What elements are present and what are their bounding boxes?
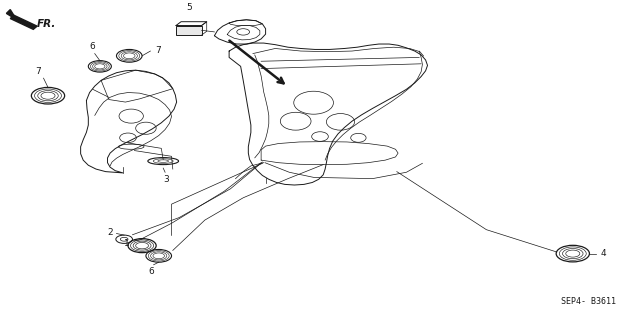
- FancyBboxPatch shape: [176, 26, 202, 35]
- Text: SEP4- B3611: SEP4- B3611: [561, 297, 616, 306]
- Polygon shape: [10, 15, 37, 29]
- Text: 3: 3: [164, 175, 169, 184]
- Text: 2: 2: [108, 228, 113, 237]
- Text: 1: 1: [124, 239, 129, 248]
- Text: FR.: FR.: [37, 19, 56, 29]
- Text: 5: 5: [186, 3, 191, 12]
- Polygon shape: [6, 10, 17, 20]
- Text: 6: 6: [90, 42, 95, 51]
- Text: 6: 6: [148, 267, 154, 276]
- Text: 7: 7: [155, 46, 161, 55]
- Text: 4: 4: [600, 249, 606, 258]
- Text: 7: 7: [36, 67, 41, 76]
